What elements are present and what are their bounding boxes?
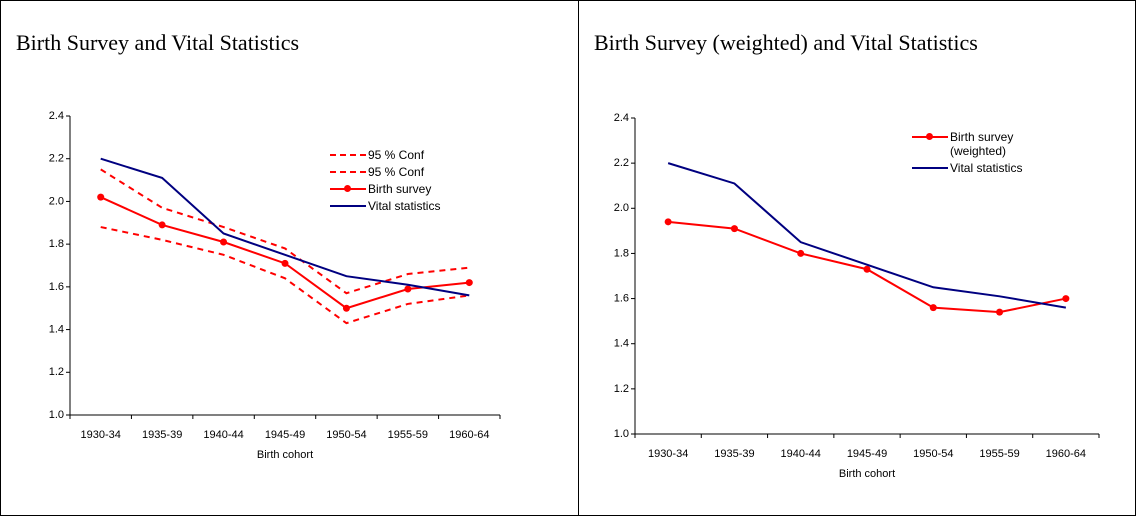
legend-line — [330, 205, 366, 207]
legend-marker — [344, 185, 351, 192]
legend-line — [912, 167, 948, 169]
legend-label: Vital statistics — [368, 199, 441, 213]
y-tick-label: 2.0 — [614, 202, 629, 214]
x-tick-label: 1930-34 — [648, 448, 688, 460]
x-tick-label: 1955-59 — [979, 448, 1019, 460]
point — [158, 221, 166, 229]
y-tick-label: 2.2 — [614, 157, 629, 169]
legend-label: Birth survey — [368, 182, 432, 196]
point — [664, 218, 672, 226]
point — [97, 193, 105, 201]
point — [996, 308, 1004, 316]
y-tick-label: 1.2 — [614, 383, 629, 395]
legend: Birth survey (weighted) Vital statistics — [912, 130, 1060, 178]
legend-swatch — [912, 130, 948, 144]
x-tick-label: 1960-64 — [1046, 448, 1086, 460]
legend-entry: Vital statistics — [912, 161, 1060, 175]
legend-line — [330, 154, 366, 156]
legend-label: Vital statistics — [950, 161, 1023, 175]
point — [929, 304, 937, 312]
series-line — [100, 157, 470, 297]
point — [342, 304, 350, 312]
x-axis-label: Birth cohort — [839, 468, 895, 480]
x-tick-label: 1945-49 — [847, 448, 887, 460]
series-line — [100, 226, 470, 325]
legend-swatch — [330, 148, 366, 162]
chart-title: Birth Survey and Vital Statistics — [16, 30, 299, 55]
legend: 95 % Conf 95 % Conf Birth survey Vital stat… — [330, 148, 478, 216]
point — [404, 285, 412, 293]
legend-swatch — [330, 199, 366, 213]
x-axis-label: Birth cohort — [257, 449, 313, 461]
point — [465, 279, 473, 287]
y-tick-label: 1.2 — [49, 366, 64, 378]
legend-label: 95 % Conf — [368, 148, 425, 162]
legend-label: Birth survey (weighted) — [950, 130, 1014, 158]
legend-line — [330, 171, 366, 173]
y-tick-label: 1.8 — [614, 247, 629, 259]
chart-title: Birth Survey (weighted) and Vital Statis… — [594, 30, 978, 55]
y-tick-label: 2.4 — [49, 110, 64, 122]
point — [281, 259, 289, 267]
x-tick-label: 1945-49 — [265, 429, 305, 441]
x-tick-label: 1950-54 — [326, 429, 366, 441]
legend-swatch — [330, 182, 366, 196]
x-tick-label: 1950-54 — [913, 448, 953, 460]
y-tick-label: 1.6 — [614, 292, 629, 304]
y-tick-label: 2.0 — [49, 195, 64, 207]
y-tick-label: 1.4 — [49, 323, 64, 335]
point — [797, 249, 805, 257]
y-tick-label: 1.4 — [614, 338, 629, 350]
legend-entry: Birth survey — [330, 182, 478, 196]
legend-swatch — [912, 161, 948, 175]
series-line — [100, 168, 470, 295]
x-tick-label: 1935-39 — [142, 429, 182, 441]
x-tick-label: 1940-44 — [203, 429, 243, 441]
legend-entry: 95 % Conf — [330, 165, 478, 179]
point — [220, 238, 228, 246]
x-tick-label: 1930-34 — [81, 429, 121, 441]
legend-marker — [926, 133, 933, 140]
point — [1062, 295, 1070, 303]
y-tick-label: 2.2 — [49, 153, 64, 165]
point — [730, 225, 738, 233]
x-tick-label: 1955-59 — [388, 429, 428, 441]
legend-entry: Birth survey (weighted) — [912, 130, 1060, 158]
series-line — [667, 162, 1067, 309]
y-tick-label: 1.6 — [49, 281, 64, 293]
y-tick-label: 1.0 — [49, 409, 64, 421]
x-tick-label: 1940-44 — [781, 448, 821, 460]
point — [863, 265, 871, 273]
x-tick-label: 1935-39 — [714, 448, 754, 460]
legend-entry: 95 % Conf — [330, 148, 478, 162]
legend-label: 95 % Conf — [368, 165, 425, 179]
x-tick-label: 1960-64 — [449, 429, 489, 441]
y-tick-label: 1.0 — [614, 428, 629, 440]
legend-swatch — [330, 165, 366, 179]
legend-entry: Vital statistics — [330, 199, 478, 213]
y-tick-label: 1.8 — [49, 238, 64, 250]
y-tick-label: 2.4 — [614, 112, 629, 124]
